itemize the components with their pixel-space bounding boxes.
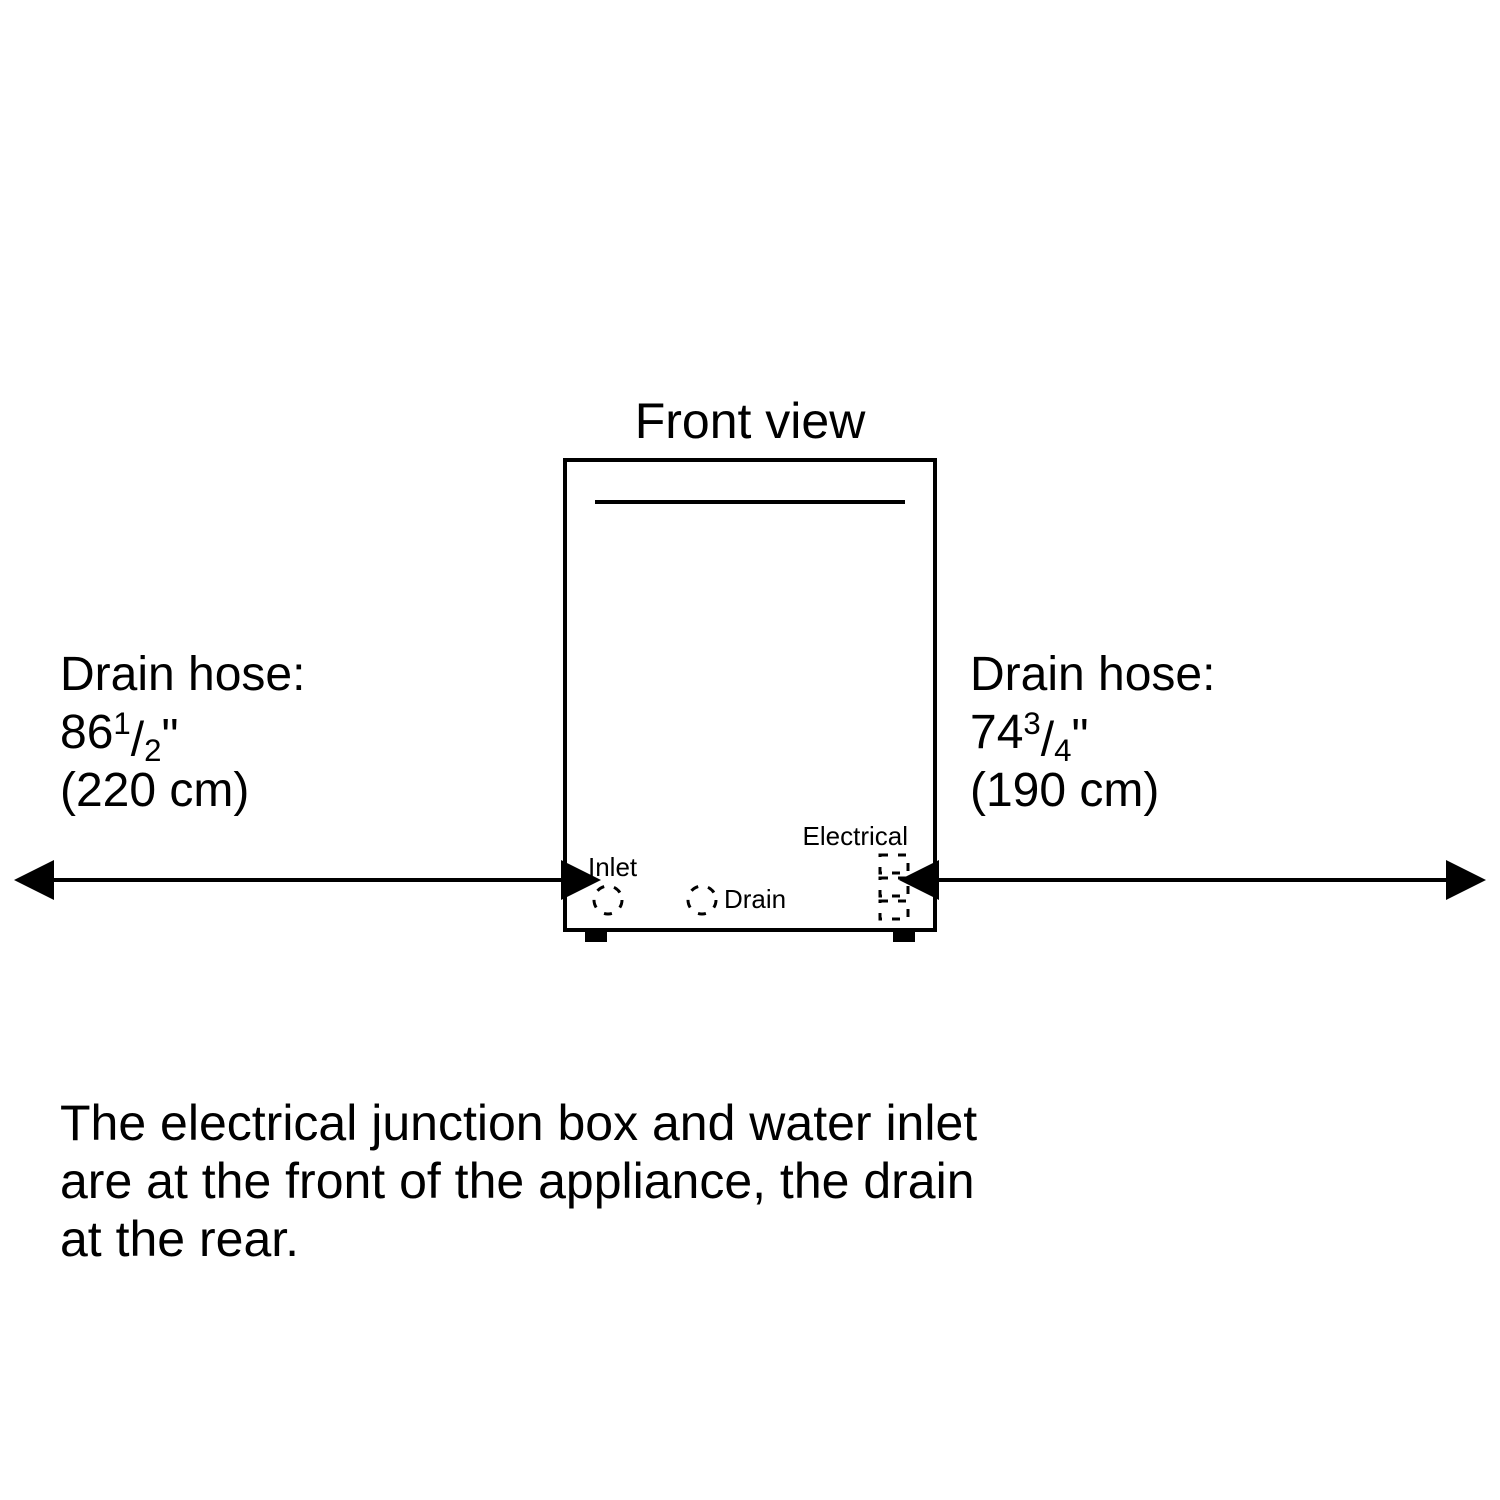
appliance-foot-1: [893, 930, 915, 942]
drain-label: Drain: [724, 884, 786, 914]
right-label-line1: Drain hose:: [970, 648, 1215, 701]
caption-line3: at the rear.: [60, 1211, 299, 1267]
inlet-label: Inlet: [588, 852, 638, 882]
left-label-line1: Drain hose:: [60, 648, 305, 701]
caption-line1: The electrical junction box and water in…: [60, 1095, 977, 1151]
right-label-metric: (190 cm): [970, 764, 1159, 817]
left-label-metric: (220 cm): [60, 764, 249, 817]
caption-line2: are at the front of the appliance, the d…: [60, 1153, 975, 1209]
electrical-label: Electrical: [803, 821, 908, 851]
diagram-title: Front view: [635, 393, 867, 449]
appliance-foot-0: [585, 930, 607, 942]
